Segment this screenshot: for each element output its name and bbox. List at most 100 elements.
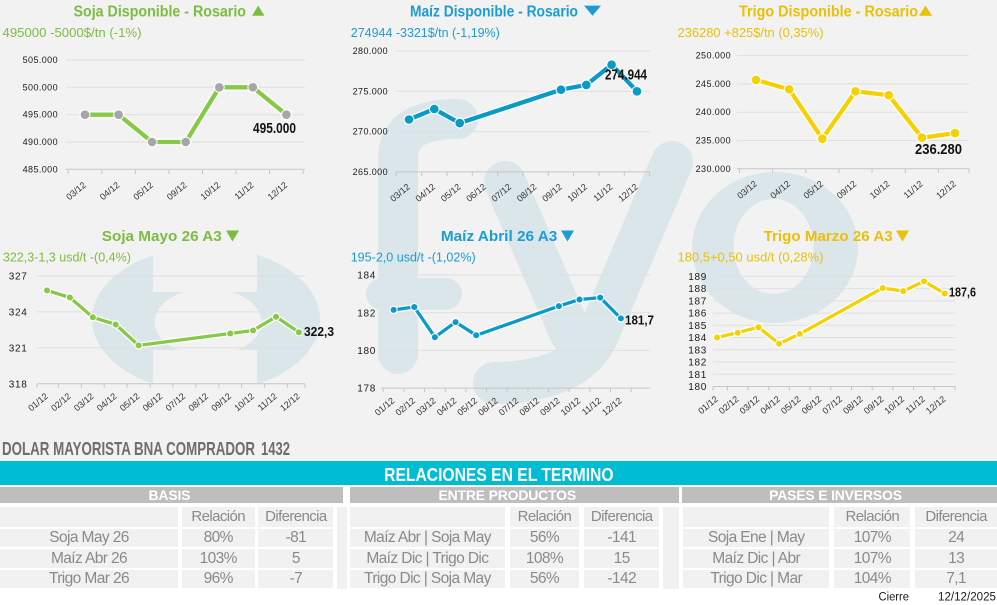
svg-text:09/12: 09/12: [862, 394, 886, 416]
svg-text:236.280: 236.280: [915, 141, 962, 158]
svg-text:08/12: 08/12: [517, 395, 541, 417]
svg-text:06/12: 06/12: [800, 394, 824, 416]
svg-text:02/12: 02/12: [393, 395, 417, 417]
svg-text:324: 324: [9, 308, 28, 319]
svg-text:495000 -5000$/tn (-1%): 495000 -5000$/tn (-1%): [3, 25, 142, 40]
svg-text:11/12: 11/12: [904, 394, 927, 416]
svg-text:06/12: 06/12: [464, 182, 488, 204]
svg-text:184: 184: [688, 333, 707, 344]
svg-text:318: 318: [9, 379, 28, 390]
svg-text:270.000: 270.000: [353, 127, 388, 137]
svg-text:275.000: 275.000: [353, 86, 388, 96]
svg-text:184: 184: [357, 271, 376, 282]
svg-text:12/12: 12/12: [600, 395, 624, 417]
svg-text:10/12: 10/12: [198, 180, 222, 202]
svg-text:Trigo Marzo 26 A3: Trigo Marzo 26 A3: [764, 228, 893, 245]
svg-text:03/12: 03/12: [414, 395, 438, 417]
svg-text:02/12: 02/12: [717, 394, 741, 416]
svg-text:181,7: 181,7: [625, 312, 654, 327]
svg-text:04/12: 04/12: [435, 395, 459, 417]
svg-text:11/12: 11/12: [591, 182, 614, 204]
svg-text:12/12: 12/12: [934, 179, 958, 201]
svg-text:10/12: 10/12: [232, 391, 256, 413]
svg-text:01/12: 01/12: [696, 394, 720, 416]
svg-text:04/12: 04/12: [98, 180, 122, 202]
svg-text:236280 +825$/tn (0,35%): 236280 +825$/tn (0,35%): [678, 25, 824, 40]
svg-text:12/12: 12/12: [266, 180, 290, 202]
svg-text:183: 183: [688, 345, 707, 356]
svg-text:327: 327: [9, 272, 28, 283]
svg-text:DOLAR MAYORISTA BNA COMPRADOR: DOLAR MAYORISTA BNA COMPRADOR: [2, 439, 255, 459]
svg-text:505.000: 505.000: [23, 55, 58, 65]
svg-text:Soja Disponible - Rosario: Soja Disponible - Rosario: [74, 3, 247, 20]
svg-text:485.000: 485.000: [23, 164, 58, 174]
svg-text:04/12: 04/12: [758, 394, 782, 416]
svg-text:04/12: 04/12: [413, 182, 437, 204]
svg-text:09/12: 09/12: [209, 391, 233, 413]
svg-text:03/12: 03/12: [735, 179, 759, 201]
svg-text:11/12: 11/12: [256, 391, 279, 413]
svg-text:182: 182: [688, 358, 707, 369]
svg-text:06/12: 06/12: [141, 391, 165, 413]
svg-text:08/12: 08/12: [515, 182, 539, 204]
svg-text:180: 180: [357, 346, 376, 357]
svg-text:185: 185: [688, 321, 707, 332]
svg-text:195-2,0 usd/t -(1,02%): 195-2,0 usd/t -(1,02%): [351, 250, 476, 265]
svg-text:08/12: 08/12: [841, 394, 865, 416]
svg-text:01/12: 01/12: [26, 391, 50, 413]
svg-text:250.000: 250.000: [696, 51, 731, 61]
svg-text:06/12: 06/12: [476, 395, 500, 417]
svg-text:274944 -3321$/tn (-1,19%): 274944 -3321$/tn (-1,19%): [351, 25, 500, 40]
svg-text:01/12: 01/12: [373, 395, 397, 417]
svg-text:11/12: 11/12: [233, 180, 256, 202]
svg-text:10/12: 10/12: [565, 182, 589, 204]
svg-text:03/12: 03/12: [64, 180, 88, 202]
svg-text:274.944: 274.944: [605, 67, 647, 84]
svg-text:245.000: 245.000: [696, 79, 731, 89]
svg-text:180,5+0,50 usd/t (0,28%): 180,5+0,50 usd/t (0,28%): [678, 250, 824, 265]
svg-text:11/12: 11/12: [902, 179, 925, 201]
svg-text:12/12: 12/12: [924, 394, 948, 416]
svg-text:05/12: 05/12: [779, 394, 803, 416]
svg-text:188: 188: [688, 284, 707, 295]
svg-text:07/12: 07/12: [820, 394, 844, 416]
svg-text:Maíz Abril 26 A3: Maíz Abril 26 A3: [441, 228, 557, 245]
svg-text:500.000: 500.000: [23, 82, 58, 92]
svg-text:322,3: 322,3: [304, 324, 334, 339]
svg-text:08/12: 08/12: [186, 391, 210, 413]
svg-text:12/12: 12/12: [616, 182, 640, 204]
svg-text:189: 189: [688, 272, 707, 283]
svg-text:Trigo Disponible - Rosario: Trigo Disponible - Rosario: [739, 3, 918, 20]
svg-text:07/12: 07/12: [489, 182, 513, 204]
svg-text:09/12: 09/12: [165, 180, 189, 202]
svg-text:11/12: 11/12: [580, 395, 603, 417]
svg-text:07/12: 07/12: [164, 391, 188, 413]
svg-text:10/12: 10/12: [559, 395, 583, 417]
svg-text:180: 180: [688, 382, 707, 393]
svg-text:230.000: 230.000: [696, 164, 731, 174]
svg-text:05/12: 05/12: [455, 395, 479, 417]
svg-text:03/12: 03/12: [738, 394, 762, 416]
svg-text:187,6: 187,6: [949, 284, 976, 299]
svg-text:03/12: 03/12: [72, 391, 96, 413]
svg-text:186: 186: [688, 309, 707, 320]
svg-text:Soja Mayo 26 A3: Soja Mayo 26 A3: [102, 228, 222, 245]
svg-text:181: 181: [688, 370, 707, 381]
svg-text:321: 321: [9, 343, 28, 354]
svg-text:09/12: 09/12: [540, 182, 564, 204]
svg-text:02/12: 02/12: [49, 391, 73, 413]
svg-text:04/12: 04/12: [95, 391, 119, 413]
svg-text:280.000: 280.000: [353, 46, 388, 56]
svg-text:490.000: 490.000: [23, 137, 58, 147]
svg-text:240.000: 240.000: [696, 107, 731, 117]
svg-text:1432: 1432: [261, 439, 290, 459]
svg-text:09/12: 09/12: [835, 179, 859, 201]
svg-text:05/12: 05/12: [801, 179, 825, 201]
svg-text:10/12: 10/12: [882, 394, 906, 416]
svg-text:495.000: 495.000: [23, 110, 58, 120]
svg-text:187: 187: [688, 297, 707, 308]
svg-text:265.000: 265.000: [353, 167, 388, 177]
svg-text:Maíz Disponible - Rosario: Maíz Disponible - Rosario: [410, 3, 578, 20]
svg-text:09/12: 09/12: [538, 395, 562, 417]
svg-text:07/12: 07/12: [497, 395, 521, 417]
